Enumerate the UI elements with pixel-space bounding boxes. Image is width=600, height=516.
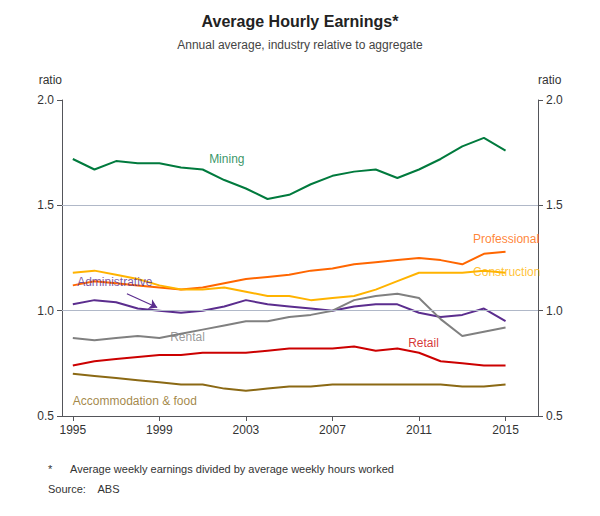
svg-text:1.5: 1.5 [37, 198, 54, 212]
svg-text:1.0: 1.0 [546, 304, 563, 318]
svg-text:2015: 2015 [492, 423, 519, 437]
svg-text:Rental: Rental [170, 330, 205, 344]
svg-text:1999: 1999 [146, 423, 173, 437]
svg-text:ratio: ratio [538, 73, 562, 87]
svg-text:2007: 2007 [319, 423, 346, 437]
svg-text:1995: 1995 [59, 423, 86, 437]
svg-text:1.0: 1.0 [37, 304, 54, 318]
svg-text:ratio: ratio [39, 73, 63, 87]
svg-text:* Average weekly earnings: * Average weekly earnings divided by ave… [48, 463, 394, 475]
svg-text:2003: 2003 [233, 423, 260, 437]
svg-text:1.5: 1.5 [546, 198, 563, 212]
svg-text:2.0: 2.0 [37, 93, 54, 107]
svg-text:0.5: 0.5 [37, 409, 54, 423]
svg-text:2011: 2011 [406, 423, 432, 437]
svg-text:Source: ABS: Source: ABS [48, 483, 120, 495]
svg-text:Professional: Professional [473, 232, 539, 246]
svg-text:Retail: Retail [408, 336, 439, 350]
svg-text:Average Hourly Earnings*: Average Hourly Earnings* [202, 13, 400, 30]
svg-text:0.5: 0.5 [546, 409, 563, 423]
svg-text:Annual average, industry relat: Annual average, industry relative to agg… [177, 38, 423, 52]
svg-text:Administrative: Administrative [77, 275, 153, 289]
svg-text:2.0: 2.0 [546, 93, 563, 107]
svg-text:Accommodation & food: Accommodation & food [73, 394, 197, 408]
svg-text:Mining: Mining [209, 152, 244, 166]
svg-text:Construction: Construction [473, 265, 540, 279]
